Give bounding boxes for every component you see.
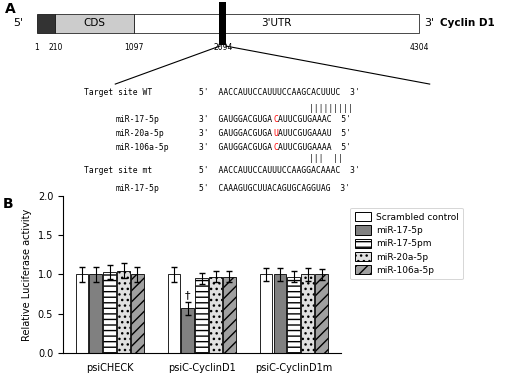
Text: 3': 3' bbox=[424, 18, 434, 29]
Bar bbox=[288, 277, 300, 353]
Y-axis label: Relative Luciferase activity: Relative Luciferase activity bbox=[22, 208, 32, 341]
Text: 1097: 1097 bbox=[124, 43, 144, 52]
Text: 2094: 2094 bbox=[213, 43, 233, 52]
Text: 5': 5' bbox=[14, 18, 24, 29]
Text: AUUCGUGAAAA  5': AUUCGUGAAAA 5' bbox=[278, 143, 351, 152]
Text: 3'UTR: 3'UTR bbox=[261, 18, 292, 29]
Bar bbox=[37, 14, 55, 33]
Text: 5'  CAAAGUGCUUACAGUGCAGGUAG  3': 5' CAAAGUGCUUACAGUGCAGGUAG 3' bbox=[199, 184, 350, 193]
Text: miR-17-5pm: miR-17-5pm bbox=[115, 199, 164, 208]
Text: 3'  GAUGGACGUGA: 3' GAUGGACGUGA bbox=[199, 115, 272, 124]
Text: Target site WT: Target site WT bbox=[84, 88, 152, 97]
Bar bbox=[301, 274, 314, 353]
Bar bbox=[134, 14, 419, 33]
Text: C: C bbox=[274, 143, 278, 152]
Legend: Scrambled control, miR-17-5p, miR-17-5pm, miR-20a-5p, miR-106a-5p: Scrambled control, miR-17-5p, miR-17-5pm… bbox=[351, 208, 463, 279]
Text: miR-17-5p: miR-17-5p bbox=[115, 184, 159, 193]
Bar bbox=[209, 277, 222, 353]
Bar bbox=[168, 274, 180, 353]
Text: GCUUACAGUGCAGGUAG  3': GCUUACAGUGCAGGUAG 3' bbox=[239, 199, 342, 208]
Text: miR-17-5p: miR-17-5p bbox=[115, 115, 159, 124]
Text: 5'  AACCAUUCCAUUUCCAAGGACAAAC  3': 5' AACCAUUCCAUUUCCAAGGACAAAC 3' bbox=[199, 166, 360, 175]
Bar bbox=[90, 274, 102, 353]
Bar bbox=[131, 274, 144, 353]
Bar bbox=[274, 274, 286, 353]
Text: |||  ||: ||| || bbox=[265, 155, 343, 164]
Text: miR-20a-5p: miR-20a-5p bbox=[115, 129, 164, 138]
Text: C: C bbox=[274, 115, 278, 124]
Bar bbox=[260, 274, 272, 353]
Text: 3'  GAUGGACGUGA: 3' GAUGGACGUGA bbox=[199, 143, 272, 152]
Text: 5'  CAA: 5' CAA bbox=[199, 199, 233, 208]
Text: 4304: 4304 bbox=[409, 43, 429, 52]
Text: AUUCGUGAAAU  5': AUUCGUGAAAU 5' bbox=[278, 129, 351, 138]
Text: 210: 210 bbox=[48, 43, 62, 52]
Text: B: B bbox=[3, 197, 13, 211]
Text: †: † bbox=[185, 291, 191, 300]
Text: Cyclin D1: Cyclin D1 bbox=[440, 18, 495, 29]
Text: |||||||||: ||||||||| bbox=[265, 104, 352, 113]
Text: Target site mt: Target site mt bbox=[84, 166, 152, 175]
Text: CDS: CDS bbox=[84, 18, 106, 29]
Text: 3'  GAUGGACGUGA: 3' GAUGGACGUGA bbox=[199, 129, 272, 138]
Bar bbox=[75, 274, 88, 353]
Bar bbox=[195, 278, 208, 353]
Bar bbox=[117, 271, 130, 353]
Text: 1: 1 bbox=[34, 43, 39, 52]
Bar bbox=[103, 272, 116, 353]
Bar bbox=[223, 277, 236, 353]
Bar bbox=[181, 308, 194, 353]
Bar bbox=[219, 2, 226, 45]
Text: 5'  AACCAUUCCAUUUCCAAGCACUUUC  3': 5' AACCAUUCCAUUUCCAAGCACUUUC 3' bbox=[199, 88, 360, 97]
Text: UCA: UCA bbox=[226, 199, 241, 208]
Text: U: U bbox=[274, 129, 278, 138]
Text: A: A bbox=[5, 2, 16, 16]
Bar bbox=[315, 274, 328, 353]
Text: AUUCGUGAAAC  5': AUUCGUGAAAC 5' bbox=[278, 115, 351, 124]
Bar bbox=[55, 14, 134, 33]
Text: miR-106a-5p: miR-106a-5p bbox=[115, 143, 169, 152]
